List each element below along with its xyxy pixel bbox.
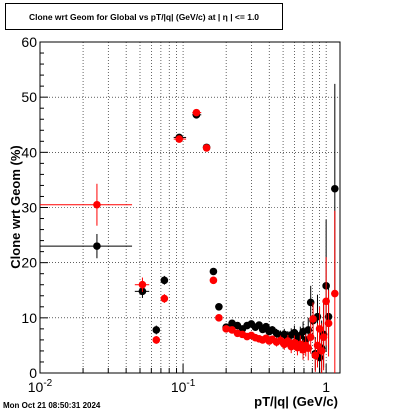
data-point [192,108,201,117]
data-point [209,267,218,276]
data-point [215,303,223,311]
data-point [319,333,328,341]
y-tick-label: 20 [21,255,37,271]
chart-title: Clone wrt Geom for Global vs pT/|q| (GeV… [28,12,260,22]
data-point [222,325,230,333]
data-point [322,297,330,306]
x-tick-label: 1 [322,379,330,395]
data-point [160,294,169,303]
data-point [152,326,161,334]
y-axis-label: Clone wrt Geom (%) [8,145,23,269]
data-point [304,344,313,352]
data-point [175,135,184,143]
axes: 0 10 20 30 40 50 60 10-2 10-1 1 [21,34,330,395]
data-point [93,242,101,250]
data-point [152,336,161,344]
data-point [331,289,339,298]
x-axis-label: pT/|q| (GeV/c) [254,394,338,409]
x-tick-label-exponent: -2 [43,378,52,389]
timestamp: Mon Oct 21 08:50:31 2024 [3,401,101,410]
data-point [209,276,218,285]
y-tick-label: 0 [29,365,37,381]
series-1 [40,108,339,373]
data-series [40,83,339,373]
data-point [202,144,211,152]
y-tick-label: 60 [21,34,37,50]
y-tick-label: 40 [21,144,37,160]
x-tick-label: 10-2 [28,378,53,395]
y-tick-label: 50 [21,89,37,105]
y-tick-label: 30 [21,200,37,216]
data-point [324,319,333,328]
chart-title-box: Clone wrt Geom for Global vs pT/|q| (GeV… [5,3,283,30]
grid [40,42,340,373]
y-tick-label: 10 [21,310,37,326]
data-point [93,200,101,209]
data-point [284,337,292,345]
data-point [160,276,169,285]
data-point [315,325,324,333]
data-point [138,280,147,289]
data-point [317,347,326,355]
data-point [215,314,223,322]
data-point [304,326,313,334]
data-point [290,328,299,337]
data-point [309,315,317,323]
x-tick-label-exponent: -1 [186,378,195,389]
x-tick-label: 10-1 [171,378,196,395]
data-point [331,184,339,193]
